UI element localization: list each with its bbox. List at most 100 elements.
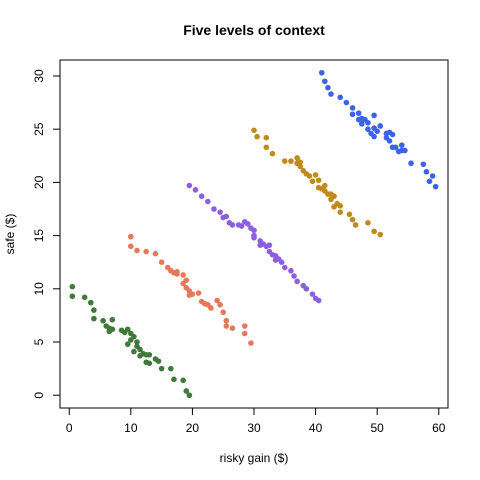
data-point-series-4 (254, 133, 260, 140)
data-point-series-3 (205, 198, 211, 205)
data-point-series-2 (158, 259, 165, 266)
data-point-series-4 (306, 173, 313, 179)
data-point-series-3 (211, 206, 217, 212)
data-point-series-4 (315, 177, 322, 184)
data-point-series-1 (146, 360, 153, 367)
data-points (69, 69, 439, 399)
data-point-series-5 (355, 110, 362, 117)
data-point-series-2 (180, 280, 186, 287)
data-point-series-1 (158, 365, 165, 372)
data-point-series-5 (358, 115, 365, 122)
data-point-series-2 (223, 323, 230, 329)
data-point-series-3 (278, 259, 285, 266)
data-point-series-3 (281, 264, 288, 271)
data-point-series-4 (371, 228, 377, 235)
data-point-series-5 (399, 142, 405, 148)
data-point-series-5 (423, 168, 430, 175)
data-point-series-2 (241, 323, 248, 329)
data-point-series-1 (109, 316, 116, 323)
x-tick-label: 10 (124, 421, 138, 435)
y-tick-label: 0 (32, 392, 46, 399)
data-point-series-5 (371, 133, 377, 140)
data-point-series-1 (137, 346, 143, 353)
data-point-series-4 (346, 211, 353, 218)
data-point-series-4 (251, 127, 257, 134)
x-tick-label: 60 (432, 421, 446, 435)
data-point-series-1 (155, 358, 162, 364)
data-point-series-4 (331, 193, 337, 200)
data-point-series-5 (322, 78, 328, 85)
data-point-series-3 (288, 267, 294, 274)
data-point-series-3 (223, 213, 230, 220)
data-point-series-2 (223, 317, 230, 324)
data-point-series-3 (309, 291, 316, 297)
data-point-series-2 (134, 247, 140, 254)
data-point-series-3 (303, 286, 310, 292)
data-point-series-5 (318, 69, 325, 76)
data-point-series-1 (109, 326, 116, 333)
data-point-series-1 (100, 317, 106, 324)
data-point-series-3 (229, 222, 236, 228)
data-point-series-4 (337, 209, 344, 215)
x-tick-label: 40 (309, 421, 323, 435)
data-point-series-2 (214, 297, 220, 304)
data-point-series-2 (208, 305, 214, 311)
data-point-series-4 (288, 158, 294, 164)
x-tick-label: 0 (66, 421, 73, 435)
data-point-series-2 (229, 325, 236, 331)
data-point-series-2 (217, 301, 223, 308)
data-point-series-2 (248, 340, 254, 346)
data-point-series-2 (128, 243, 134, 250)
data-point-series-1 (124, 341, 131, 347)
data-point-series-5 (365, 126, 371, 132)
data-point-series-1 (137, 353, 143, 359)
y-tick-label: 20 (32, 175, 46, 189)
data-point-series-2 (128, 233, 134, 240)
data-point-series-5 (349, 111, 356, 118)
data-point-series-3 (251, 227, 257, 234)
data-point-series-4 (309, 178, 316, 185)
x-axis-label: risky gain ($) (220, 451, 289, 465)
data-point-series-4 (312, 172, 319, 178)
data-point-series-1 (91, 315, 97, 322)
data-point-series-3 (192, 187, 199, 193)
data-point-series-4 (263, 144, 270, 151)
x-axis: 0 10 20 30 40 50 60 (66, 407, 446, 435)
data-point-series-5 (377, 123, 384, 129)
x-tick-label: 30 (247, 421, 261, 435)
data-point-series-3 (315, 297, 322, 304)
data-point-series-4 (352, 222, 359, 228)
y-tick-label: 30 (32, 69, 46, 83)
data-point-series-1 (131, 348, 137, 355)
data-point-series-5 (429, 173, 436, 179)
data-point-series-5 (325, 84, 331, 91)
y-tick-label: 15 (32, 229, 46, 243)
data-point-series-3 (266, 242, 273, 248)
data-point-series-2 (180, 272, 186, 278)
data-point-series-1 (91, 307, 97, 313)
y-tick-label: 10 (32, 282, 46, 296)
data-point-series-1 (146, 351, 153, 358)
data-point-series-1 (186, 392, 193, 399)
data-point-series-1 (131, 333, 137, 340)
x-tick-label: 50 (370, 421, 384, 435)
data-point-series-2 (189, 291, 196, 297)
data-point-series-3 (238, 223, 245, 229)
data-point-series-5 (343, 99, 350, 106)
data-point-series-5 (408, 160, 414, 167)
data-point-series-1 (171, 376, 177, 383)
data-point-series-5 (349, 105, 356, 111)
data-point-series-5 (392, 144, 399, 151)
data-point-series-1 (81, 294, 88, 301)
data-point-series-1 (180, 377, 186, 384)
x-tick-label: 20 (186, 421, 200, 435)
data-point-series-1 (124, 326, 131, 333)
data-point-series-3 (198, 193, 205, 200)
data-point-series-5 (365, 119, 371, 126)
data-point-series-4 (331, 204, 337, 210)
y-axis-label: safe ($) (3, 214, 17, 255)
data-point-series-5 (337, 94, 344, 101)
data-point-series-4 (377, 231, 384, 238)
y-tick-label: 25 (32, 122, 46, 136)
